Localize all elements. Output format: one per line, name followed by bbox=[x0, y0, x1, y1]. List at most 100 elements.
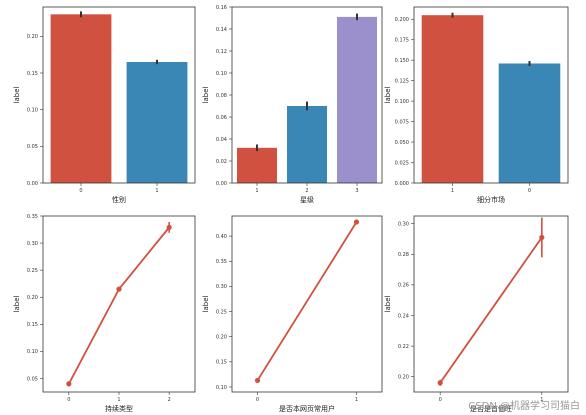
x-tick-label: 0 bbox=[256, 397, 259, 403]
y-axis-label: label bbox=[13, 86, 21, 103]
y-tick-label: 0.20 bbox=[398, 374, 409, 380]
x-axis-label: 持续类型 bbox=[105, 404, 133, 413]
y-tick-label: 0.02 bbox=[216, 159, 227, 165]
y-tick-label: 0.10 bbox=[27, 107, 38, 113]
y-tick-label: 0.00 bbox=[27, 181, 38, 187]
y-tick-label: 0.15 bbox=[216, 360, 227, 366]
y-tick-label: 0.35 bbox=[216, 259, 227, 265]
data-point bbox=[166, 224, 172, 230]
y-tick-label: 0.15 bbox=[27, 322, 38, 328]
watermark: CSDN @机器学习司猫白 bbox=[468, 401, 580, 412]
data-point bbox=[116, 286, 122, 292]
bar bbox=[126, 62, 188, 183]
x-axis-label: 性别 bbox=[112, 195, 126, 204]
y-tick-label: 0.28 bbox=[398, 252, 409, 258]
data-point bbox=[66, 381, 72, 387]
chart-panel-3: 0.000 0.025 0.050 0.075 0.100 0.125 0.150 0.175… bbox=[384, 6, 569, 204]
y-tick-label: 0.26 bbox=[398, 283, 409, 289]
y-tick-label: 0.125 bbox=[395, 78, 409, 84]
bar bbox=[498, 63, 561, 184]
y-tick-label: 0.05 bbox=[27, 144, 38, 150]
y-axis-label: label bbox=[384, 295, 392, 312]
y-tick-label: 0.100 bbox=[395, 99, 409, 105]
y-tick-label: 0.30 bbox=[398, 221, 409, 227]
data-point bbox=[437, 380, 443, 386]
y-tick-label: 0.200 bbox=[395, 17, 409, 23]
y-tick-label: 0.14 bbox=[216, 27, 227, 33]
y-tick-label: 0.10 bbox=[27, 349, 38, 355]
bar bbox=[421, 15, 484, 183]
y-tick-label: 0.35 bbox=[27, 214, 38, 220]
y-tick-label: 0.20 bbox=[27, 295, 38, 301]
y-tick-label: 0.050 bbox=[395, 140, 409, 146]
y-axis-label: label bbox=[384, 86, 392, 103]
data-point bbox=[353, 219, 360, 225]
x-tick-label: 1 bbox=[117, 397, 120, 403]
x-axis-label: 细分市场 bbox=[477, 195, 505, 204]
y-tick-label: 0.30 bbox=[216, 284, 227, 290]
chart-panel-5: 0.10 0.15 0.20 0.25 0.30 0.35 0.40 0 1 是否本网页常用户 la… bbox=[202, 215, 383, 413]
axes-frame bbox=[231, 6, 383, 184]
y-tick-label: 0.06 bbox=[216, 115, 227, 121]
y-tick-label: 0.025 bbox=[395, 160, 409, 166]
y-tick-label: 0.04 bbox=[216, 137, 227, 143]
bar bbox=[337, 16, 377, 184]
x-tick-label: 1 bbox=[155, 188, 158, 194]
x-tick-label: 0 bbox=[67, 397, 70, 403]
data-point bbox=[539, 234, 545, 241]
x-tick-label: 0 bbox=[79, 188, 82, 194]
x-tick-label: 2 bbox=[168, 397, 171, 403]
y-tick-label: 0.175 bbox=[395, 38, 409, 44]
x-axis-label: 星级 bbox=[300, 195, 314, 204]
x-tick-label: 1 bbox=[355, 397, 358, 403]
axes-frame bbox=[42, 6, 196, 184]
y-tick-label: 0.08 bbox=[216, 93, 227, 99]
y-tick-label: 0.150 bbox=[395, 58, 409, 64]
x-tick-label: 0 bbox=[528, 188, 531, 194]
series-line bbox=[68, 226, 170, 385]
y-tick-label: 0.30 bbox=[27, 241, 38, 247]
y-tick-label: 0.24 bbox=[398, 313, 409, 319]
x-tick-label: 1 bbox=[451, 188, 454, 194]
y-tick-label: 0.00 bbox=[216, 181, 227, 187]
y-tick-label: 0.10 bbox=[216, 71, 227, 77]
data-point bbox=[254, 377, 261, 384]
bar bbox=[50, 14, 112, 184]
y-tick-label: 0.40 bbox=[216, 234, 227, 240]
y-tick-label: 0.15 bbox=[27, 71, 38, 77]
y-tick-label: 0.000 bbox=[395, 181, 409, 187]
x-tick-label: 3 bbox=[355, 188, 358, 194]
chart-panel-2: 0.00 0.02 0.04 0.06 0.08 0.10 0.12 0.14 0.16 1 2 3 星… bbox=[202, 5, 383, 204]
axes-frame bbox=[413, 215, 569, 393]
axes-frame bbox=[231, 215, 383, 393]
x-tick-label: 0 bbox=[439, 397, 442, 403]
x-tick-label: 1 bbox=[255, 188, 258, 194]
y-tick-label: 0.20 bbox=[27, 34, 38, 40]
axes-frame bbox=[42, 215, 196, 393]
x-tick-label: 1 bbox=[540, 397, 543, 403]
y-axis-label: label bbox=[202, 295, 210, 312]
x-axis-label: 是否是首個旺 bbox=[470, 404, 512, 413]
bar bbox=[237, 147, 277, 183]
y-tick-label: 0.22 bbox=[398, 344, 409, 350]
x-tick-label: 2 bbox=[305, 188, 308, 194]
y-tick-label: 0.25 bbox=[216, 309, 227, 315]
y-tick-label: 0.16 bbox=[216, 5, 227, 11]
y-axis-label: label bbox=[202, 86, 210, 103]
y-tick-label: 0.20 bbox=[216, 334, 227, 340]
series-line bbox=[256, 221, 358, 381]
y-tick-label: 0.12 bbox=[216, 49, 227, 55]
axes-frame bbox=[413, 6, 569, 184]
x-axis-label: 是否本网页常用户 bbox=[279, 404, 335, 413]
y-tick-label: 0.075 bbox=[395, 119, 409, 125]
bar bbox=[287, 106, 327, 183]
chart-panel-1: 0.00 0.05 0.10 0.15 0.20 0 1 性别 label bbox=[13, 6, 196, 204]
y-tick-label: 0.05 bbox=[27, 376, 38, 382]
chart-panel-6: 0.20 0.22 0.24 0.26 0.28 0.30 0 1 是否是首個旺 label bbox=[384, 215, 569, 413]
series-line bbox=[439, 236, 543, 384]
y-tick-label: 0.10 bbox=[216, 385, 227, 391]
y-tick-label: 0.25 bbox=[27, 268, 38, 274]
chart-panel-4: 0.05 0.10 0.15 0.20 0.25 0.30 0.35 0 1 2 持续类型 label bbox=[13, 214, 196, 413]
y-axis-label: label bbox=[13, 295, 21, 312]
